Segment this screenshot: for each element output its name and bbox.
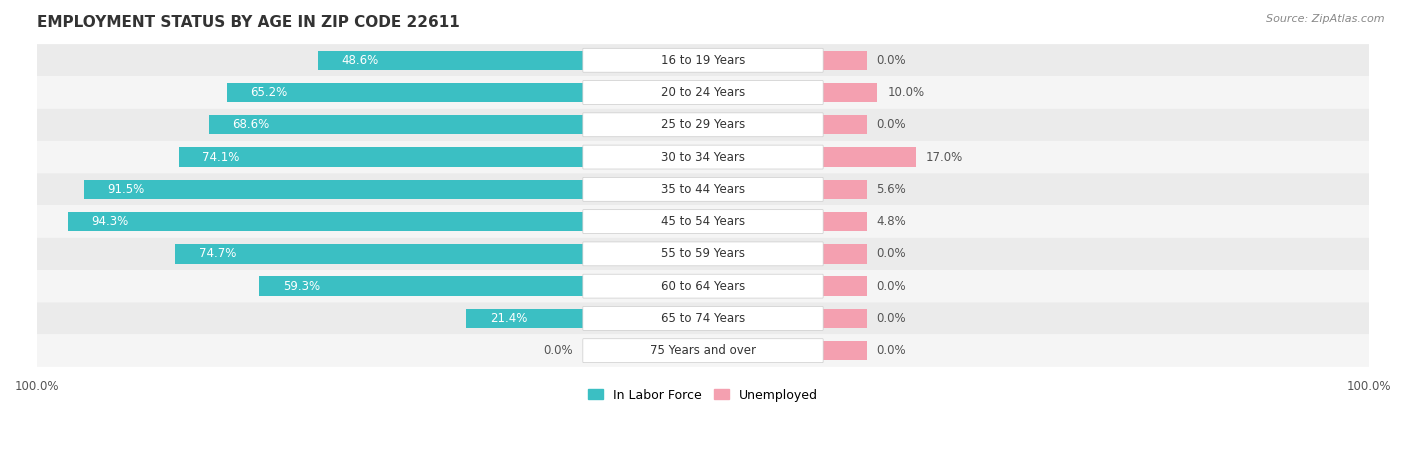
FancyBboxPatch shape: [583, 307, 823, 330]
FancyBboxPatch shape: [24, 76, 1382, 109]
Bar: [823, 51, 866, 70]
Text: Source: ZipAtlas.com: Source: ZipAtlas.com: [1267, 14, 1385, 23]
Bar: [69, 212, 583, 231]
Text: 68.6%: 68.6%: [232, 118, 269, 131]
FancyBboxPatch shape: [583, 339, 823, 363]
Bar: [179, 147, 583, 167]
Bar: [823, 115, 866, 134]
Text: 16 to 19 Years: 16 to 19 Years: [661, 54, 745, 67]
Bar: [823, 179, 866, 199]
Text: 55 to 59 Years: 55 to 59 Years: [661, 247, 745, 260]
FancyBboxPatch shape: [24, 44, 1382, 76]
FancyBboxPatch shape: [24, 335, 1382, 367]
Text: 4.8%: 4.8%: [876, 215, 907, 228]
FancyBboxPatch shape: [24, 206, 1382, 238]
Text: 0.0%: 0.0%: [876, 54, 905, 67]
FancyBboxPatch shape: [583, 242, 823, 266]
Bar: [823, 244, 866, 263]
Bar: [467, 309, 583, 328]
FancyBboxPatch shape: [24, 109, 1382, 141]
FancyBboxPatch shape: [24, 270, 1382, 302]
Text: 45 to 54 Years: 45 to 54 Years: [661, 215, 745, 228]
Text: 48.6%: 48.6%: [342, 54, 378, 67]
Bar: [823, 212, 866, 231]
Bar: [228, 83, 583, 102]
Text: 60 to 64 Years: 60 to 64 Years: [661, 280, 745, 293]
Text: 21.4%: 21.4%: [489, 312, 527, 325]
Bar: [823, 341, 866, 360]
Text: 0.0%: 0.0%: [876, 247, 905, 260]
Bar: [823, 83, 877, 102]
FancyBboxPatch shape: [583, 145, 823, 169]
Text: 59.3%: 59.3%: [283, 280, 319, 293]
Text: 0.0%: 0.0%: [876, 118, 905, 131]
Text: 25 to 29 Years: 25 to 29 Years: [661, 118, 745, 131]
Text: 0.0%: 0.0%: [876, 344, 905, 357]
Bar: [260, 276, 583, 296]
Bar: [823, 309, 866, 328]
Text: EMPLOYMENT STATUS BY AGE IN ZIP CODE 22611: EMPLOYMENT STATUS BY AGE IN ZIP CODE 226…: [37, 15, 460, 30]
Bar: [823, 276, 866, 296]
FancyBboxPatch shape: [583, 81, 823, 105]
Legend: In Labor Force, Unemployed: In Labor Force, Unemployed: [583, 384, 823, 407]
Text: 20 to 24 Years: 20 to 24 Years: [661, 86, 745, 99]
FancyBboxPatch shape: [24, 302, 1382, 335]
Text: 10.0%: 10.0%: [887, 86, 925, 99]
Text: 0.0%: 0.0%: [876, 280, 905, 293]
Text: 74.1%: 74.1%: [202, 151, 239, 164]
FancyBboxPatch shape: [583, 177, 823, 201]
Text: 65.2%: 65.2%: [250, 86, 288, 99]
Bar: [823, 147, 915, 167]
Text: 0.0%: 0.0%: [544, 344, 574, 357]
Text: 74.7%: 74.7%: [198, 247, 236, 260]
FancyBboxPatch shape: [583, 113, 823, 137]
Bar: [83, 179, 583, 199]
FancyBboxPatch shape: [583, 274, 823, 298]
Text: 75 Years and over: 75 Years and over: [650, 344, 756, 357]
Text: 94.3%: 94.3%: [91, 215, 129, 228]
Text: 91.5%: 91.5%: [107, 183, 145, 196]
Text: 0.0%: 0.0%: [876, 312, 905, 325]
Bar: [318, 51, 583, 70]
FancyBboxPatch shape: [583, 48, 823, 72]
Text: 17.0%: 17.0%: [925, 151, 963, 164]
Text: 5.6%: 5.6%: [876, 183, 907, 196]
Bar: [176, 244, 583, 263]
Text: 65 to 74 Years: 65 to 74 Years: [661, 312, 745, 325]
FancyBboxPatch shape: [24, 173, 1382, 206]
Text: 35 to 44 Years: 35 to 44 Years: [661, 183, 745, 196]
Text: 30 to 34 Years: 30 to 34 Years: [661, 151, 745, 164]
FancyBboxPatch shape: [24, 238, 1382, 270]
FancyBboxPatch shape: [24, 141, 1382, 173]
FancyBboxPatch shape: [583, 210, 823, 234]
Bar: [208, 115, 583, 134]
